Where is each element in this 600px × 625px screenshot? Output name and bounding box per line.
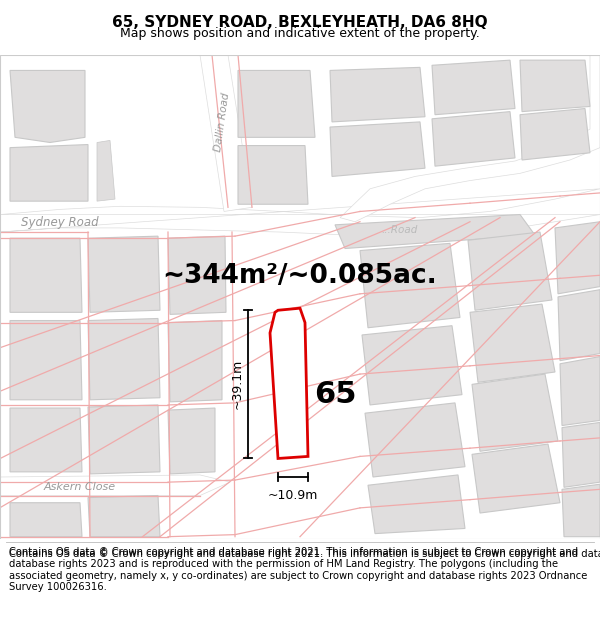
Polygon shape xyxy=(88,319,160,400)
Text: Askern Close: Askern Close xyxy=(44,482,116,492)
Polygon shape xyxy=(168,236,226,314)
Polygon shape xyxy=(520,109,590,160)
Text: Sydney Road: Sydney Road xyxy=(21,216,99,229)
Polygon shape xyxy=(0,189,600,235)
Polygon shape xyxy=(562,422,600,488)
Polygon shape xyxy=(432,60,515,115)
Polygon shape xyxy=(238,146,308,204)
Polygon shape xyxy=(10,503,82,537)
Polygon shape xyxy=(360,243,460,328)
Text: Contains OS data © Crown copyright and database right 2021. This information is : Contains OS data © Crown copyright and d… xyxy=(9,549,600,559)
Polygon shape xyxy=(10,321,82,400)
Polygon shape xyxy=(468,232,552,310)
Text: Map shows position and indicative extent of the property.: Map shows position and indicative extent… xyxy=(120,27,480,39)
Polygon shape xyxy=(558,289,600,361)
Polygon shape xyxy=(10,144,88,201)
Polygon shape xyxy=(470,304,555,382)
Polygon shape xyxy=(365,403,465,477)
Polygon shape xyxy=(560,357,600,426)
Polygon shape xyxy=(335,214,535,249)
Polygon shape xyxy=(88,405,160,474)
Polygon shape xyxy=(520,60,590,112)
Polygon shape xyxy=(432,112,515,166)
Polygon shape xyxy=(10,238,82,312)
Polygon shape xyxy=(168,408,215,474)
Polygon shape xyxy=(362,326,462,405)
Text: 65, SYDNEY ROAD, BEXLEYHEATH, DA6 8HQ: 65, SYDNEY ROAD, BEXLEYHEATH, DA6 8HQ xyxy=(112,16,488,31)
Text: ...Road: ...Road xyxy=(382,225,418,235)
Polygon shape xyxy=(555,222,600,294)
Polygon shape xyxy=(270,308,308,459)
Polygon shape xyxy=(168,321,222,402)
Text: Dallin Road: Dallin Road xyxy=(213,92,231,152)
Polygon shape xyxy=(368,475,465,534)
Polygon shape xyxy=(88,496,160,537)
Polygon shape xyxy=(330,68,425,122)
Polygon shape xyxy=(472,374,558,451)
Polygon shape xyxy=(472,444,560,513)
Text: ~39.1m: ~39.1m xyxy=(230,359,244,409)
Polygon shape xyxy=(200,55,252,211)
Polygon shape xyxy=(10,408,82,472)
Text: Contains OS data © Crown copyright and database right 2021. This information is : Contains OS data © Crown copyright and d… xyxy=(9,548,587,592)
Polygon shape xyxy=(330,122,425,176)
Text: ~10.9m: ~10.9m xyxy=(268,489,318,502)
Polygon shape xyxy=(0,475,230,496)
Text: 65: 65 xyxy=(314,380,356,409)
Polygon shape xyxy=(238,71,315,138)
Polygon shape xyxy=(562,484,600,537)
Text: ~344m²/~0.085ac.: ~344m²/~0.085ac. xyxy=(163,263,437,289)
Polygon shape xyxy=(97,141,115,201)
Polygon shape xyxy=(340,55,600,222)
Polygon shape xyxy=(10,71,85,142)
Polygon shape xyxy=(88,236,160,312)
